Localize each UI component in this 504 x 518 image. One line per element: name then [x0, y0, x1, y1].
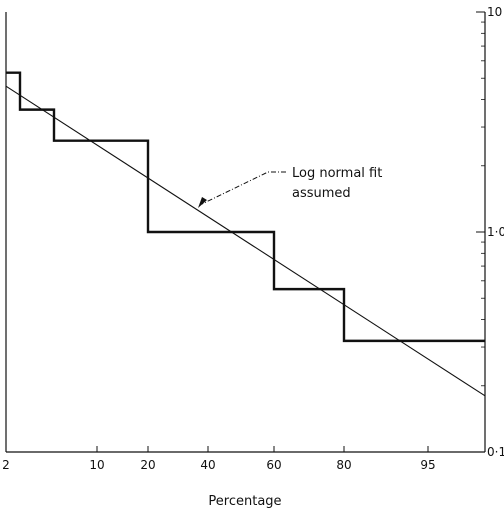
step-histogram-line	[6, 71, 485, 343]
series-layer	[5, 71, 486, 397]
y-tick-label: 0·1	[487, 445, 504, 459]
x-tick-label: 80	[336, 458, 351, 472]
annotation-layer: Log normal fit assumed	[198, 166, 382, 208]
x-tick-label: 60	[266, 458, 281, 472]
annotation-text-line: assumed	[292, 186, 351, 201]
annotation-arrowhead	[198, 197, 207, 208]
y-tick-label: 1·0	[487, 225, 504, 239]
annotation-text-line: Log normal fit	[292, 166, 382, 181]
y-tick-label: 10	[487, 5, 502, 19]
x-tick-label: 10	[89, 458, 104, 472]
x-tick-label: 95	[420, 458, 435, 472]
x-tick-label: 40	[200, 458, 215, 472]
x-axis-ticks: 2 10 20 40 60 80 95	[2, 446, 436, 472]
log-normal-fit-line	[5, 85, 486, 397]
y-axis-ticks: 10 1·0 0·1	[476, 5, 504, 459]
annotation-leader-line	[201, 171, 286, 205]
x-tick-label: 20	[140, 458, 155, 472]
x-axis-title: Percentage	[208, 494, 281, 509]
x-tick-label: 2	[2, 458, 10, 472]
